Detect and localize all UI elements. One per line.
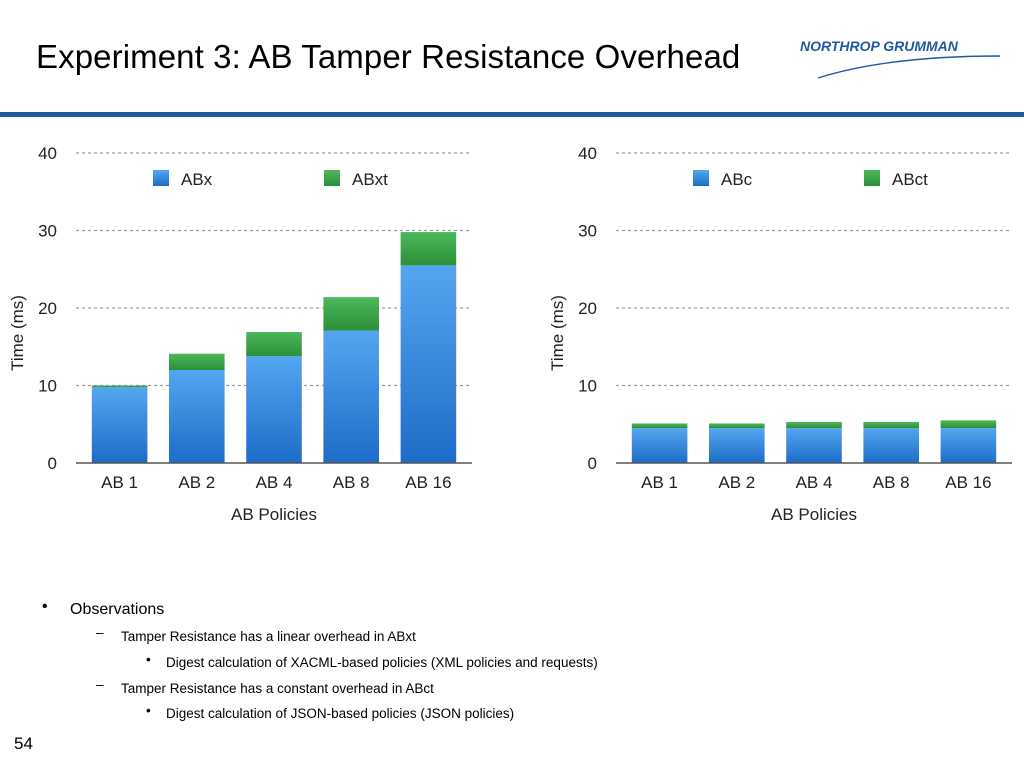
bullet-xacml-digest: Digest calculation of XACML-based polici… bbox=[166, 655, 598, 670]
x-tick-label: AB 16 bbox=[405, 473, 451, 492]
bar-abct bbox=[863, 421, 919, 429]
slide-title: Experiment 3: AB Tamper Resistance Overh… bbox=[36, 38, 741, 75]
x-tick-label: AB 1 bbox=[101, 473, 138, 492]
bullet-json-digest: Digest calculation of JSON-based policie… bbox=[166, 706, 515, 721]
bar-abxt bbox=[246, 332, 302, 357]
bullet-marker: • bbox=[42, 598, 48, 615]
bar-abc bbox=[631, 428, 688, 463]
y-tick-label: 10 bbox=[578, 377, 597, 396]
bar-abxt bbox=[169, 353, 225, 370]
page-number: 54 bbox=[14, 734, 33, 753]
bar-abx bbox=[323, 330, 379, 463]
header-rule bbox=[0, 112, 1024, 117]
bar-abc bbox=[940, 428, 997, 463]
logo-text: NORTHROP GRUMMAN bbox=[800, 38, 959, 54]
legend-label: ABx bbox=[181, 170, 213, 189]
bar-abct bbox=[786, 421, 842, 429]
y-axis-label: Time (ms) bbox=[548, 295, 567, 371]
bullet-constant-overhead: Tamper Resistance has a constant overhea… bbox=[121, 681, 434, 696]
x-tick-label: AB 4 bbox=[256, 473, 293, 492]
y-tick-label: 0 bbox=[588, 454, 597, 473]
legend-swatch bbox=[864, 170, 880, 186]
bar-abx bbox=[91, 387, 148, 463]
legend-swatch bbox=[153, 170, 169, 186]
legend-label: ABct bbox=[892, 170, 928, 189]
bar-abc bbox=[709, 428, 765, 463]
bar-abx bbox=[169, 370, 225, 463]
bar-abct bbox=[709, 423, 765, 429]
bullet-marker: • bbox=[146, 703, 151, 718]
bar-abxt bbox=[91, 385, 148, 388]
bar-abxt bbox=[323, 297, 379, 331]
x-tick-label: AB 2 bbox=[178, 473, 215, 492]
y-tick-label: 10 bbox=[38, 377, 57, 396]
bar-abc bbox=[863, 428, 919, 463]
bullet-linear-overhead: Tamper Resistance has a linear overhead … bbox=[121, 629, 416, 644]
y-tick-label: 30 bbox=[38, 222, 57, 241]
dash-marker: – bbox=[96, 625, 104, 640]
chart-abx: 0 10 20 30 40 Time (ms) AB 1 AB 2 AB 4 AB 8 AB 16 A… bbox=[0, 130, 510, 540]
chart-abc: 0 10 20 30 40 Time (ms) AB 1 AB 2 AB 4 AB 8 AB 16 A… bbox=[540, 130, 1024, 540]
x-axis-label: AB Policies bbox=[771, 505, 857, 524]
bar-abx bbox=[246, 356, 302, 463]
x-axis-label: AB Policies bbox=[231, 505, 317, 524]
bullet-marker: • bbox=[146, 652, 151, 667]
x-tick-label: AB 8 bbox=[333, 473, 370, 492]
dash-marker: – bbox=[96, 677, 104, 692]
legend-swatch bbox=[324, 170, 340, 186]
northrop-grumman-logo: NORTHROP GRUMMAN bbox=[798, 34, 1002, 80]
legend-swatch bbox=[693, 170, 709, 186]
y-tick-label: 30 bbox=[578, 222, 597, 241]
x-tick-label: AB 8 bbox=[873, 473, 910, 492]
bar-abc bbox=[786, 428, 842, 463]
legend-label: ABxt bbox=[352, 170, 388, 189]
bar-abxt bbox=[400, 232, 457, 266]
bullet-observations: Observations bbox=[70, 601, 165, 618]
y-axis-label: Time (ms) bbox=[8, 295, 27, 371]
chart-svg: 0 10 20 30 40 Time (ms) AB 1 AB 2 AB 4 AB 8 AB 16 A… bbox=[8, 144, 472, 524]
y-tick-label: 40 bbox=[578, 144, 597, 163]
y-tick-label: 40 bbox=[38, 144, 57, 163]
x-tick-label: AB 16 bbox=[945, 473, 991, 492]
y-tick-label: 20 bbox=[578, 299, 597, 318]
bar-abct bbox=[631, 423, 688, 429]
x-tick-label: AB 2 bbox=[718, 473, 755, 492]
x-tick-label: AB 4 bbox=[796, 473, 833, 492]
bar-abx bbox=[400, 265, 457, 463]
chart-svg: 0 10 20 30 40 Time (ms) AB 1 AB 2 AB 4 AB 8 AB 16 A… bbox=[548, 144, 1012, 524]
y-tick-label: 20 bbox=[38, 299, 57, 318]
bar-abct bbox=[940, 420, 997, 429]
legend-label: ABc bbox=[721, 170, 753, 189]
y-tick-label: 0 bbox=[48, 454, 57, 473]
x-tick-label: AB 1 bbox=[641, 473, 678, 492]
